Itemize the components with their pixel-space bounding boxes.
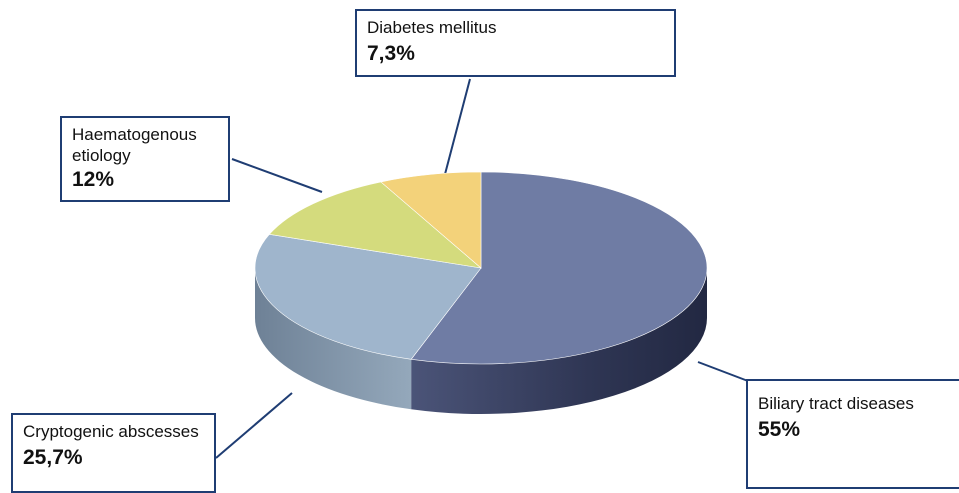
slice-value-biliary: 55%: [758, 418, 801, 441]
pie-side-crypto: [255, 268, 412, 410]
slice-label-diabetes: Diabetes mellitus: [367, 18, 497, 37]
pie-sides: [255, 268, 707, 414]
leader-lines: [215, 78, 749, 459]
callout-haematogenous-etiology: Haematogenous etiology 12%: [60, 116, 230, 202]
leader-line-haemato: [231, 158, 323, 193]
leader-line-diabetes: [443, 78, 471, 179]
pie-slice-diabetes: [380, 171, 482, 269]
pie-side-biliary: [411, 268, 707, 414]
callout-diabetes-mellitus: Diabetes mellitus 7,3%: [355, 9, 676, 77]
leader-line-biliary: [697, 361, 749, 382]
slice-value-haemato: 12%: [72, 168, 115, 191]
pie-slices: [254, 171, 708, 365]
pie-chart: [215, 78, 749, 459]
pie-slice-biliary: [410, 171, 708, 365]
pie-slice-crypto: [254, 234, 482, 360]
slice-value-crypto: 25,7%: [23, 446, 83, 469]
slice-label-haemato: Haematogenous etiology: [72, 125, 197, 165]
slice-label-crypto: Cryptogenic abscesses: [23, 422, 199, 441]
callout-cryptogenic-abscesses: Cryptogenic abscesses 25,7%: [11, 413, 216, 493]
callout-biliary-tract-diseases: Biliary tract diseases 55%: [746, 379, 959, 489]
slice-label-biliary: Biliary tract diseases: [758, 394, 914, 413]
slice-value-diabetes: 7,3%: [367, 42, 415, 65]
pie-slice-haemato: [268, 181, 482, 269]
leader-line-crypto: [215, 392, 293, 459]
